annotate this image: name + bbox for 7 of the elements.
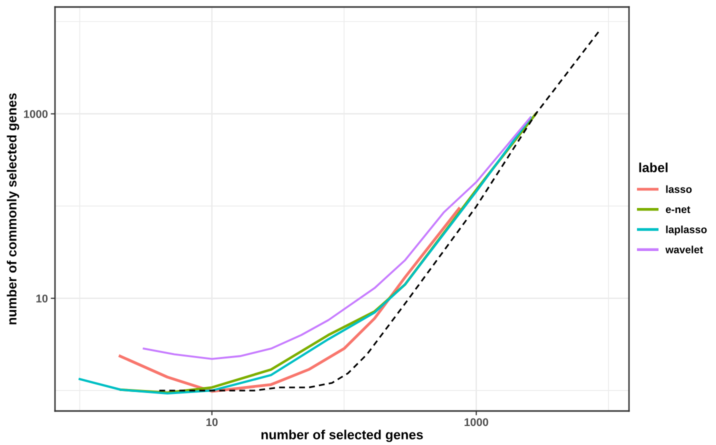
y-axis-title: number of commonly selected genes	[6, 93, 20, 324]
legend-label: e-net	[666, 206, 690, 214]
legend-label: wavelet	[665, 246, 703, 254]
legend-label: lasso	[666, 185, 692, 193]
x-axis-title: number of selected genes	[261, 430, 423, 442]
legend-title: label	[639, 162, 668, 172]
legend-label: laplasso	[666, 226, 707, 236]
